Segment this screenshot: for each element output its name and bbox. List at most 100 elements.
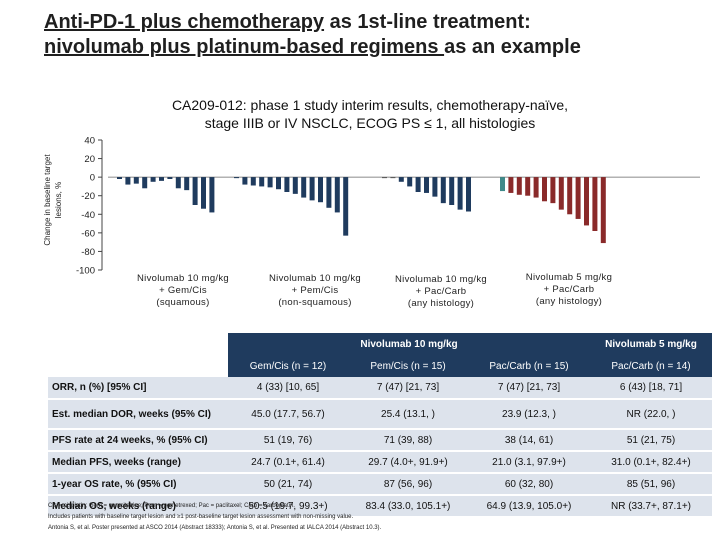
results-table: Nivolumab 10 mg/kg Nivolumab 5 mg/kg Gem… [48, 333, 712, 518]
table-cell: 29.7 (4.0+, 91.9+) [348, 451, 468, 474]
y-axis-title-line-2: lesions, % [54, 182, 63, 218]
group-label-pac-carb-10: Nivolumab 10 mg/kg + Pac/Carb (any histo… [376, 274, 506, 310]
table-cell: 64.9 (13.9, 105.0+) [468, 495, 590, 518]
waterfall-bar [343, 177, 349, 236]
waterfall-bar [242, 177, 248, 185]
row-label: ORR, n (%) [95% CI] [48, 377, 228, 400]
table-cell: 60 (32, 80) [468, 473, 590, 496]
waterfall-bar [457, 177, 463, 210]
table-corner [48, 333, 228, 355]
table-cell: NR (22.0, ) [590, 399, 712, 430]
waterfall-bar [301, 177, 307, 198]
waterfall-bar [382, 177, 387, 179]
table-cell: 51 (21, 75) [590, 429, 712, 452]
title-underlined-part: Anti-PD-1 plus chemotherapy [44, 11, 325, 33]
row-label: Median PFS, weeks (range) [48, 451, 228, 474]
title-line-2: nivolumab plus platinum-based regimens a… [44, 35, 714, 60]
waterfall-bar [390, 177, 396, 179]
waterfall-bar [159, 177, 164, 181]
group-label-line: (squamous) [156, 297, 210, 308]
group-label-line: (non-squamous) [278, 297, 352, 308]
waterfall-bar [267, 177, 273, 188]
waterfall-chart: 40 20 0 -20 -40 -60 -80 -100 Change in baseline … [43, 136, 700, 277]
table-cell: 7 (47) [21, 73] [348, 377, 468, 400]
y-tick-label: -20 [81, 191, 95, 202]
waterfall-bar [449, 177, 455, 205]
waterfall-bar [284, 177, 290, 192]
group-label-line: + Pac/Carb [415, 286, 467, 297]
group-label-line: + Pem/Cis [291, 285, 339, 296]
group-header-nivo10: Nivolumab 10 mg/kg [228, 333, 590, 355]
waterfall-bar [440, 177, 446, 204]
table-cell: 71 (39, 88) [348, 429, 468, 452]
y-tick-label: -80 [81, 247, 95, 258]
table-cell: 31.0 (0.1+, 82.4+) [590, 451, 712, 474]
waterfall-bar [466, 177, 471, 212]
table-cell: 6 (43) [18, 71] [590, 377, 712, 400]
table-row: 1-year OS rate, % (95% CI) 50 (21, 74) 8… [48, 473, 712, 496]
waterfall-bar [542, 177, 547, 202]
column-header: Gem/Cis (n = 12) [228, 355, 348, 377]
y-tick-label: 0 [90, 173, 95, 184]
waterfall-bar [334, 177, 340, 213]
table-cell: 23.9 (12.3, ) [468, 399, 590, 430]
waterfall-bar [125, 177, 131, 185]
table-cell: NR (33.7+, 87.1+) [590, 495, 712, 518]
waterfall-bar [167, 177, 173, 179]
group-label-pac-carb-5: Nivolumab 5 mg/kg + Pac/Carb (any histol… [504, 272, 634, 308]
table-cell: 83.4 (33.0, 105.1+) [348, 495, 468, 518]
waterfall-bar [234, 177, 239, 179]
row-label: 1-year OS rate, % (95% CI) [48, 473, 228, 496]
waterfall-bar [250, 177, 256, 186]
group-label-line: + Pac/Carb [543, 284, 595, 295]
group-label-gem-cis: Nivolumab 10 mg/kg + Gem/Cis (squamous) [118, 273, 248, 309]
waterfall-bar [292, 177, 298, 194]
title-line-1: Anti-PD-1 plus chemotherapy as 1st-line … [44, 10, 714, 35]
waterfall-bar [259, 177, 265, 187]
slide-title: Anti-PD-1 plus chemotherapy as 1st-line … [44, 10, 714, 60]
y-tick-label: 40 [84, 136, 95, 147]
table-cell: 7 (47) [21, 73] [468, 377, 590, 400]
column-header: Pem/Cis (n = 15) [348, 355, 468, 377]
chart-title-line-2: stage IIIB or IV NSCLC, ECOG PS ≤ 1, all… [204, 115, 536, 131]
waterfall-bar [318, 177, 323, 203]
title-rest: as 1st-line treatment: [324, 11, 531, 33]
column-header: Pac/Carb (n = 14) [590, 355, 712, 377]
waterfall-bar [567, 177, 573, 215]
waterfall-bar [575, 177, 581, 219]
footnote-note: Includes patients with baseline target l… [48, 514, 354, 520]
waterfall-bar [175, 177, 181, 189]
waterfall-bar [415, 177, 421, 192]
table-cell: 4 (33) [10, 65] [228, 377, 348, 400]
row-label: PFS rate at 24 weeks, % (95% CI) [48, 429, 228, 452]
waterfall-bar [508, 177, 514, 193]
table-cell: 25.4 (13.1, ) [348, 399, 468, 430]
table-row: Median PFS, weeks (range) 24.7 (0.1+, 61… [48, 451, 712, 474]
waterfall-bar [142, 177, 148, 189]
table-row: Median OS, weeks (range) 50.5 (19.7, 99.… [48, 495, 712, 518]
group-label-line: (any histology) [407, 298, 475, 309]
waterfall-bar [407, 177, 413, 187]
group-label-line: Nivolumab 10 mg/kg [395, 274, 487, 285]
waterfall-bar [600, 177, 606, 244]
title-line2-underlined: nivolumab plus platinum-based regimens [44, 36, 445, 58]
y-tick-label: -60 [81, 228, 95, 239]
waterfall-bar [432, 177, 438, 197]
group-label-line: Nivolumab 5 mg/kg [525, 272, 613, 283]
group-label-line: + Gem/Cis [159, 285, 207, 296]
table-cell: 51 (19, 76) [228, 429, 348, 452]
y-tick-label: -40 [81, 210, 95, 221]
waterfall-bar [133, 177, 139, 184]
group-label-line: (any histology) [535, 296, 603, 307]
y-tick-label: 20 [84, 154, 95, 165]
waterfall-bar [424, 177, 429, 193]
group-label-line: Nivolumab 10 mg/kg [269, 273, 361, 284]
waterfall-bar [398, 177, 404, 182]
waterfall-bar [117, 177, 122, 179]
table-row: PFS rate at 24 weeks, % (95% CI) 51 (19,… [48, 429, 712, 452]
table-cell: 38 (14, 61) [468, 429, 590, 452]
group-header-nivo5: Nivolumab 5 mg/kg [590, 333, 712, 355]
row-label: Est. median DOR, weeks (95% CI) [48, 399, 228, 430]
table-row: ORR, n (%) [95% CI] 4 (33) [10, 65] 7 (4… [48, 377, 712, 400]
footnote-references: Antonia S, et al. Poster presented at AS… [48, 525, 382, 531]
